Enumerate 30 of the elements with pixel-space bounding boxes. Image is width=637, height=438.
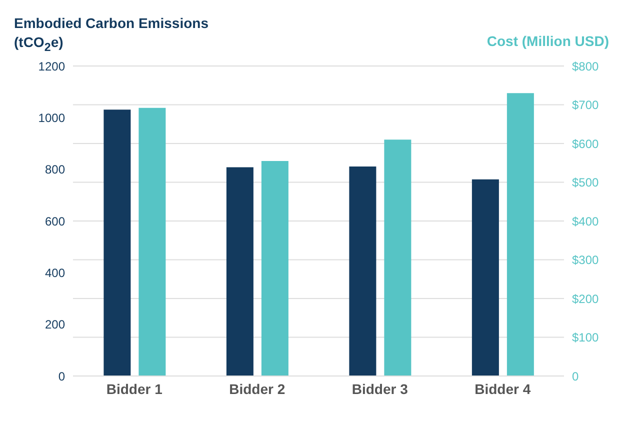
- y-tick-label: 400: [44, 266, 66, 280]
- bar: [349, 166, 376, 376]
- y-tick-label: 1000: [38, 110, 66, 125]
- y2-tick-label: $200: [572, 292, 600, 306]
- bar: [472, 179, 499, 376]
- y2-axis-title: Cost (Million USD): [486, 33, 609, 49]
- bar: [138, 108, 166, 376]
- y2-tick-label: $600: [572, 136, 600, 151]
- y2-tick-label: $100: [572, 330, 600, 345]
- y-tick-label: 200: [44, 318, 66, 332]
- y-tick-label: 0: [58, 369, 66, 384]
- y2-tick-label: $500: [572, 176, 600, 190]
- y2-tick-label: $700: [572, 98, 600, 112]
- bar: [104, 110, 131, 376]
- y2-tick-label: $800: [572, 59, 600, 74]
- y2-tick-label: $300: [572, 253, 600, 268]
- x-tick-label: Bidder 4: [474, 380, 531, 397]
- y2-tick-label: 0: [572, 369, 579, 384]
- y-tick-label: 600: [44, 214, 66, 228]
- bar: [261, 160, 288, 376]
- bar: [226, 167, 254, 376]
- x-tick-label: Bidder 2: [229, 380, 286, 397]
- y2-tick-label: $400: [572, 214, 600, 228]
- bar: [506, 93, 534, 376]
- bar: [384, 140, 412, 376]
- x-tick-label: Bidder 1: [106, 380, 163, 397]
- y-tick-label: 800: [44, 162, 66, 177]
- y-axis-title: Embodied Carbon Emissions (tCO$_{2}$e): [14, 14, 210, 56]
- x-tick-label: Bidder 3: [352, 380, 408, 397]
- y-tick-label: 1200: [38, 59, 66, 74]
